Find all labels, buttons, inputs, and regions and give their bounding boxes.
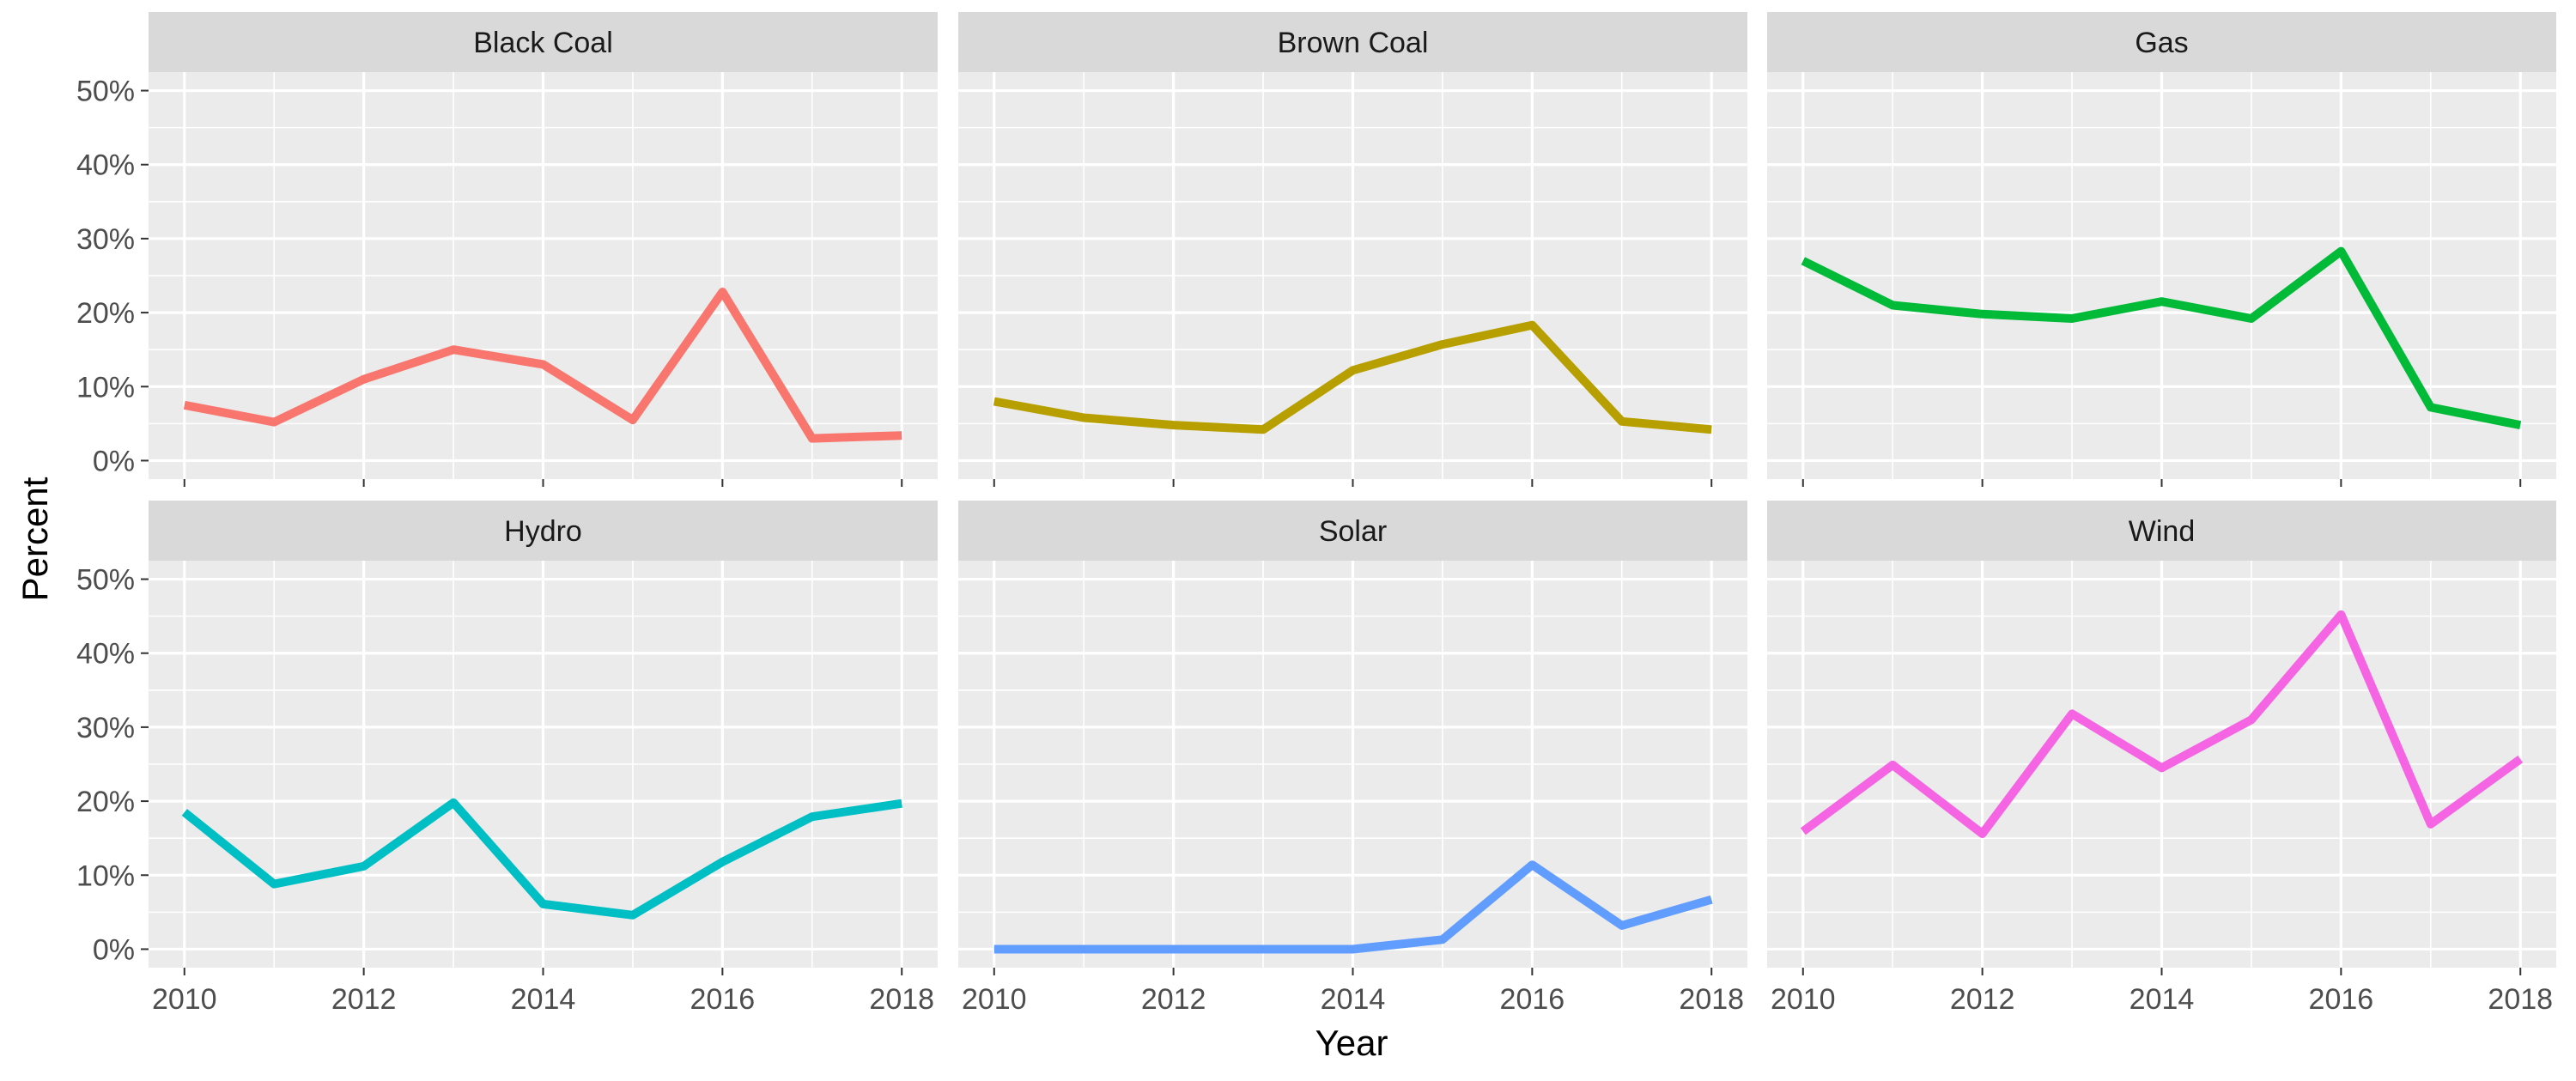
y-tick-label: 10% (76, 859, 135, 892)
facet-brown-coal: Brown Coal (958, 12, 1747, 487)
facet-wind: Wind 2010 2012 2014 2016 2018 (1767, 501, 2556, 1016)
x-tick-label: 2010 (152, 983, 217, 1016)
facet-black-coal: Black Coal 0% 10% 20% 30% 40% 50% (76, 12, 938, 487)
x-tick-label: 2018 (869, 983, 934, 1016)
x-tick-label: 2018 (1679, 983, 1744, 1016)
facet-strip (149, 501, 938, 561)
facet-strip (1767, 501, 2556, 561)
y-tick-label: 10% (76, 371, 135, 404)
y-tick-label: 20% (76, 786, 135, 818)
facet-gas: Gas (1767, 12, 2556, 487)
y-tick-label: 40% (76, 638, 135, 671)
x-tick-label: 2014 (1321, 983, 1386, 1016)
x-tick-label: 2018 (2488, 983, 2553, 1016)
y-tick-label: 40% (76, 149, 135, 182)
facet-strip-label: Gas (2135, 27, 2188, 59)
facet-strip-label: Hydro (504, 515, 582, 548)
y-tick-label: 30% (76, 712, 135, 744)
facet-strip (1767, 12, 2556, 72)
y-axis-title: Percent (15, 477, 55, 601)
x-tick-label: 2010 (962, 983, 1027, 1016)
x-tick-label: 2016 (1500, 983, 1565, 1016)
y-tick-label: 30% (76, 223, 135, 256)
x-tick-label: 2012 (331, 983, 397, 1016)
y-tick-label: 50% (76, 564, 135, 597)
x-tick-label: 2016 (2309, 983, 2374, 1016)
y-tick-label: 0% (93, 933, 135, 966)
y-tick-label: 50% (76, 76, 135, 108)
facet-hydro: Hydro 0% 10% 20% 30% 40% 50% 2010 2012 2014 2016 20… (76, 501, 938, 1016)
x-tick-label: 2012 (1141, 983, 1206, 1016)
x-axis-title: Year (1315, 1023, 1388, 1063)
facet-strip (958, 501, 1747, 561)
facet-solar: Solar 2010 2012 2014 2016 2018 (958, 501, 1747, 1016)
y-tick-label: 20% (76, 297, 135, 330)
x-tick-label: 2012 (1950, 983, 2015, 1016)
facet-strip-label: Wind (2129, 515, 2195, 548)
x-tick-label: 2014 (2129, 983, 2195, 1016)
facet-panels: Black Coal 0% 10% 20% 30% 40% 50% Brown Coal Gas… (76, 12, 2556, 1016)
x-tick-label: 2010 (1771, 983, 1836, 1016)
x-tick-label: 2016 (690, 983, 756, 1016)
facet-strip-label: Solar (1319, 515, 1387, 548)
facet-strip-label: Black Coal (473, 27, 613, 59)
x-tick-label: 2014 (511, 983, 576, 1016)
facet-strip (149, 12, 938, 72)
facet-strip-label: Brown Coal (1278, 27, 1429, 59)
y-tick-label: 0% (93, 445, 135, 477)
facet-strip (958, 12, 1747, 72)
